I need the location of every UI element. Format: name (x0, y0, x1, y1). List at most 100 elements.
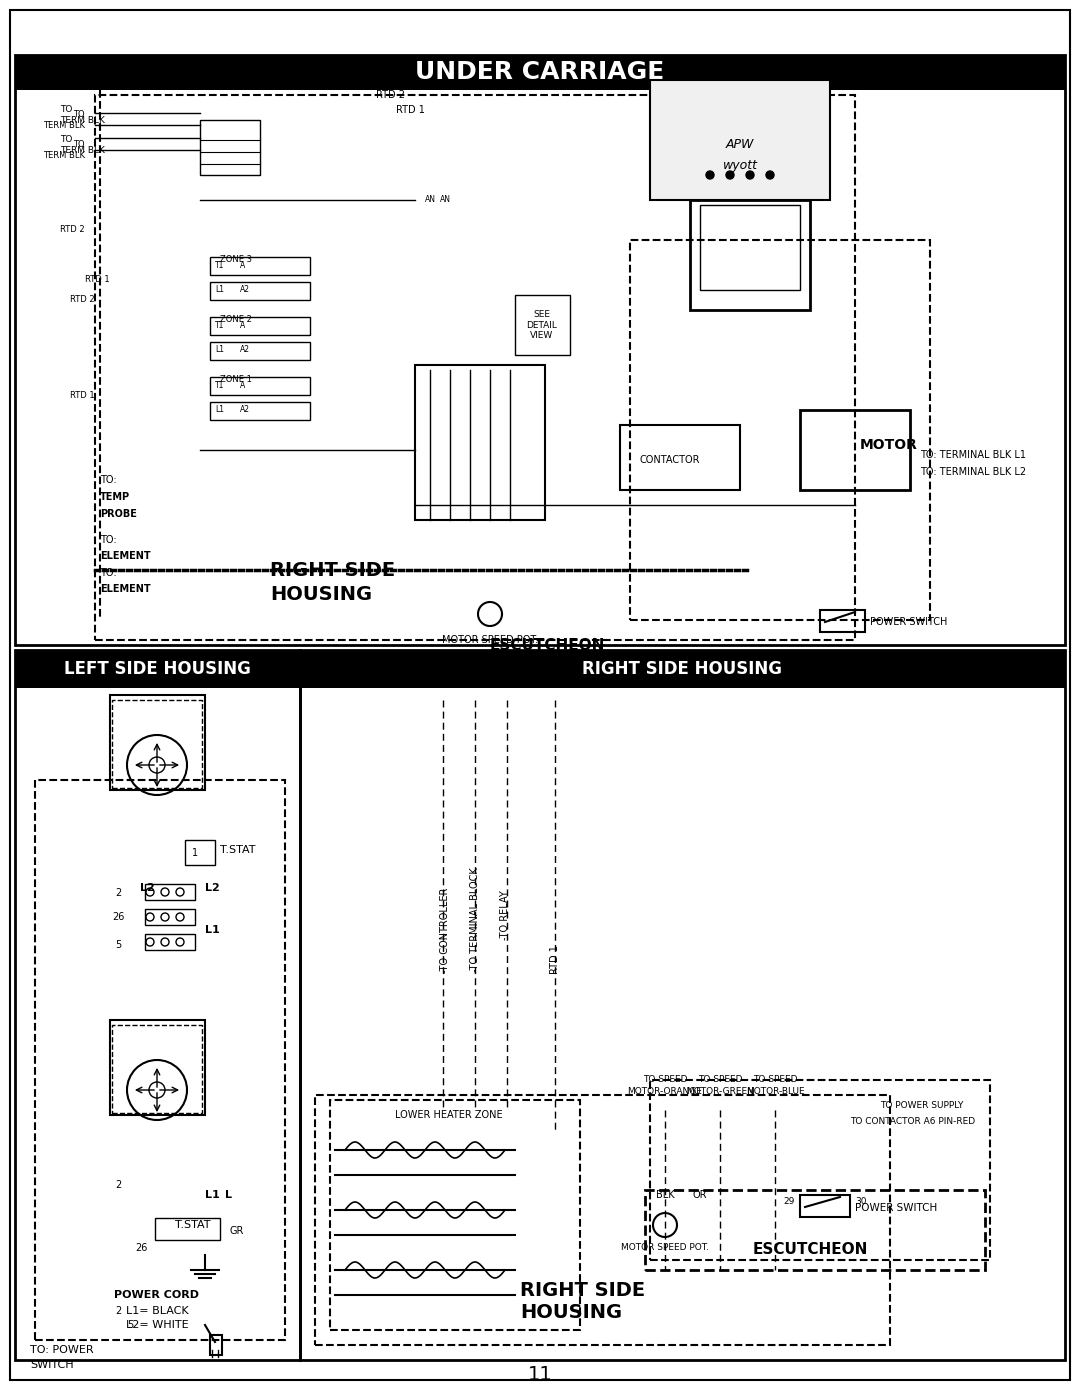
Text: ELEMENT: ELEMENT (100, 584, 150, 594)
Text: TEMP: TEMP (100, 492, 130, 502)
Text: A2: A2 (240, 285, 249, 295)
Text: TO
TERM BLK: TO TERM BLK (60, 105, 105, 124)
Bar (145, 935, 195, 950)
Text: PROBE: PROBE (100, 509, 137, 520)
Text: GR: GR (230, 1227, 244, 1236)
Text: L1: L1 (215, 285, 224, 295)
Bar (112, 1025, 202, 1113)
Text: MOTOR-ORANGE: MOTOR-ORANGE (627, 1087, 702, 1097)
Text: RTD 1: RTD 1 (70, 391, 95, 400)
Text: TO: TERMINAL BLK L1: TO: TERMINAL BLK L1 (920, 450, 1026, 460)
Text: UNDER CARRIAGE: UNDER CARRIAGE (416, 60, 664, 84)
Circle shape (706, 170, 714, 179)
Text: TO:: TO: (100, 569, 117, 578)
Text: BLK: BLK (656, 1190, 674, 1200)
Text: MOTOR: MOTOR (860, 439, 918, 453)
Text: L2= WHITE: L2= WHITE (125, 1320, 188, 1330)
Text: RIGHT SIDE: RIGHT SIDE (519, 1281, 645, 1299)
Text: LOWER HEATER ZONE: LOWER HEATER ZONE (395, 1111, 502, 1120)
Text: T.STAT: T.STAT (175, 1220, 211, 1229)
Bar (800, 1194, 850, 1217)
Bar (650, 80, 831, 200)
Bar (200, 120, 260, 175)
Bar (515, 295, 570, 355)
Text: 11: 11 (528, 1365, 552, 1384)
Text: L2: L2 (205, 883, 219, 893)
Text: TO: TERMINAL BLK L2: TO: TERMINAL BLK L2 (920, 467, 1026, 476)
Text: ZONE 1: ZONE 1 (220, 376, 252, 384)
Bar (415, 365, 545, 520)
Text: A2: A2 (240, 405, 249, 415)
Text: TO
TERM BLK: TO TERM BLK (43, 110, 85, 130)
Text: A: A (240, 320, 245, 330)
Bar (15, 54, 1065, 645)
Text: TO
TERM BLK: TO TERM BLK (60, 136, 105, 155)
Text: 2: 2 (114, 1306, 121, 1316)
Text: L2: L2 (140, 883, 154, 893)
Text: 30: 30 (855, 1197, 866, 1207)
Text: -TO RELAY: -TO RELAY (500, 890, 510, 940)
Text: 2: 2 (114, 888, 121, 898)
Text: T.STAT: T.STAT (220, 845, 256, 855)
Circle shape (726, 170, 734, 179)
Bar (650, 1080, 990, 1260)
Bar (315, 1095, 890, 1345)
Text: SWITCH: SWITCH (30, 1361, 73, 1370)
Text: L1: L1 (205, 925, 219, 935)
Text: LEFT SIDE HOUSING: LEFT SIDE HOUSING (64, 659, 251, 678)
Text: L1: L1 (215, 405, 224, 415)
Bar (210, 377, 310, 395)
Text: 5: 5 (126, 1320, 133, 1330)
Text: TO SPEED: TO SPEED (643, 1076, 687, 1084)
Text: CONTACTOR: CONTACTOR (640, 455, 701, 465)
Text: -TO TERMINAL BLOCK: -TO TERMINAL BLOCK (470, 868, 480, 972)
Text: MOTOR-GREEN: MOTOR-GREEN (686, 1087, 754, 1097)
Text: T1: T1 (215, 380, 225, 390)
Text: MOTOR-BLUE: MOTOR-BLUE (745, 1087, 805, 1097)
Text: POWER CORD: POWER CORD (114, 1289, 200, 1301)
Text: TO CONTACTOR A6 PIN-RED: TO CONTACTOR A6 PIN-RED (850, 1118, 975, 1126)
Text: 26: 26 (136, 1243, 148, 1253)
Bar (15, 54, 1065, 89)
Text: A: A (240, 380, 245, 390)
Text: RTD 1: RTD 1 (550, 946, 561, 975)
Text: MOTOR SPEED POT.: MOTOR SPEED POT. (442, 636, 538, 645)
Text: TO:: TO: (100, 475, 117, 485)
Bar (800, 409, 910, 490)
Text: TO: POWER: TO: POWER (30, 1345, 94, 1355)
Text: A: A (240, 260, 245, 270)
Text: HOUSING: HOUSING (270, 585, 373, 605)
Text: -TO CONTROLLER: -TO CONTROLLER (440, 887, 450, 972)
Bar (330, 1099, 580, 1330)
Text: TO SPEED: TO SPEED (698, 1076, 742, 1084)
Text: ESCUTCHEON: ESCUTCHEON (753, 1242, 867, 1257)
Text: RTD 2: RTD 2 (70, 296, 95, 305)
Bar (15, 650, 300, 1361)
Bar (210, 282, 310, 300)
Text: AN: AN (440, 196, 450, 204)
Bar (210, 342, 310, 360)
Text: ELEMENT: ELEMENT (100, 550, 150, 562)
Text: 5: 5 (114, 940, 121, 950)
Bar (630, 240, 930, 620)
Text: RTD 1: RTD 1 (85, 275, 110, 285)
Bar (820, 610, 865, 631)
Text: T1: T1 (215, 260, 225, 270)
Text: APW: APW (726, 138, 754, 151)
Text: TO:: TO: (100, 535, 117, 545)
Text: RTD 2: RTD 2 (60, 225, 85, 235)
Text: 2: 2 (114, 1180, 121, 1190)
Bar (185, 840, 215, 865)
Text: L1: L1 (205, 1190, 219, 1200)
Text: RTD 1: RTD 1 (395, 105, 424, 115)
Text: POWER SWITCH: POWER SWITCH (870, 617, 947, 627)
Bar (645, 1190, 985, 1270)
Text: 26: 26 (112, 912, 124, 922)
Bar (690, 200, 810, 310)
Bar (110, 694, 205, 789)
Bar (35, 780, 285, 1340)
Text: TO
TERM BLK: TO TERM BLK (43, 140, 85, 159)
Bar (700, 205, 800, 291)
Text: ZONE 3: ZONE 3 (220, 256, 252, 264)
Bar (145, 909, 195, 925)
